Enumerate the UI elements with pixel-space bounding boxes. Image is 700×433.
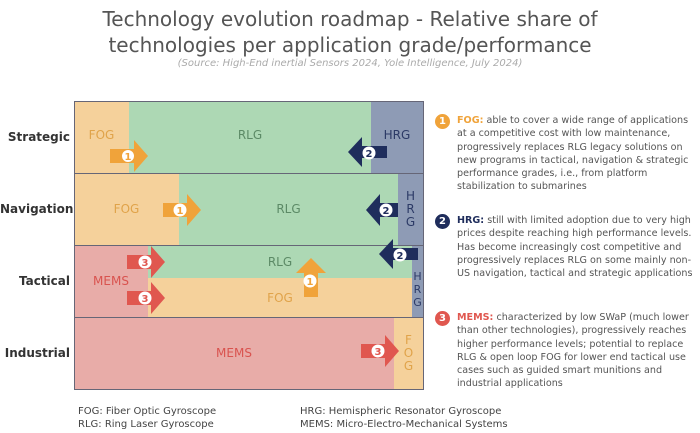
- arrow-badge: 1: [125, 152, 132, 163]
- diagram-title: Technology evolution roadmap - Relative …: [102, 7, 598, 57]
- segment-tactical-rlg: RLG: [148, 245, 412, 278]
- legend-fog: FOG: Fiber Optic Gyroscope: [78, 406, 217, 417]
- svg-text:3: 3: [142, 294, 149, 305]
- row-label-tactical: Tactical: [18, 274, 70, 288]
- arrow-right-mems-icon: 3: [127, 282, 165, 314]
- badge-1-icon: 1: [435, 114, 450, 129]
- legend-rlg: RLG: Ring Laser Gyroscope: [78, 419, 214, 430]
- note-mems: 3 MEMS: characterized by low SWaP (much …: [435, 311, 697, 391]
- row-label-industrial: Industrial: [4, 346, 70, 360]
- chart-border-bottom: [74, 389, 423, 390]
- svg-text:1: 1: [307, 277, 314, 288]
- segment-tactical-fog: FOG: [148, 278, 412, 317]
- legend-hrg: HRG: Hemispheric Resonator Gyroscope: [300, 406, 502, 417]
- row-label-navigation: Navigation: [0, 202, 74, 216]
- segment-navigation-rlg: RLG: [179, 173, 398, 245]
- segment-navigation-fog: FOG: [74, 173, 179, 245]
- arrow-left-hrg-icon: 2: [348, 137, 387, 167]
- segment-industrial-mems: MEMS: [74, 317, 394, 389]
- chart-border-right: [423, 101, 424, 390]
- segment-strategic-rlg: RLG: [129, 102, 371, 173]
- note-head: FOG:: [457, 115, 484, 126]
- note-text: still with limited adoption due to very …: [457, 215, 693, 280]
- svg-text:2: 2: [383, 206, 390, 217]
- arrow-right-fog-icon: 1: [163, 194, 201, 226]
- badge-3-icon: 3: [435, 311, 450, 326]
- note-head: HRG:: [457, 215, 485, 226]
- source-note: (Source: High-End inertial Sensors 2024,…: [177, 58, 523, 69]
- row-divider: [74, 317, 423, 318]
- svg-text:2: 2: [366, 149, 373, 160]
- row-divider: [74, 173, 423, 174]
- row-divider: [74, 245, 423, 246]
- arrow-left-hrg-icon: 2: [379, 239, 418, 269]
- note-head: MEMS:: [457, 312, 494, 323]
- svg-text:2: 2: [397, 251, 404, 262]
- note-text: able to cover a wide range of applicatio…: [457, 115, 689, 193]
- segment-tactical-hrg: H R G: [412, 245, 423, 317]
- badge-2-icon: 2: [435, 214, 450, 229]
- note-fog: 1 FOG: able to cover a wide range of app…: [435, 114, 697, 194]
- arrow-right-mems-icon: 3: [127, 246, 165, 278]
- svg-text:3: 3: [375, 347, 382, 358]
- row-label-strategic: Strategic: [7, 130, 70, 144]
- svg-text:3: 3: [142, 258, 149, 269]
- note-text: characterized by low SWaP (much lower th…: [457, 312, 689, 390]
- chart-border-left: [74, 101, 75, 390]
- chart-border-top: [74, 101, 423, 102]
- segment-strategic-hrg: HRG: [371, 102, 423, 173]
- arrow-right-fog-icon: 1: [110, 140, 148, 172]
- svg-text:1: 1: [177, 206, 184, 217]
- arrow-right-mems-icon: 3: [361, 335, 399, 367]
- note-hrg: 2 HRG: still with limited adoption due t…: [435, 214, 697, 280]
- legend-mems: MEMS: Micro-Electro-Mechanical Systems: [300, 419, 508, 430]
- segment-industrial-fog: F O G: [394, 317, 423, 389]
- arrow-up-fog-icon: 1: [296, 258, 326, 297]
- segment-navigation-hrg: H R G: [398, 173, 423, 245]
- arrow-left-hrg-icon: 2: [366, 194, 398, 226]
